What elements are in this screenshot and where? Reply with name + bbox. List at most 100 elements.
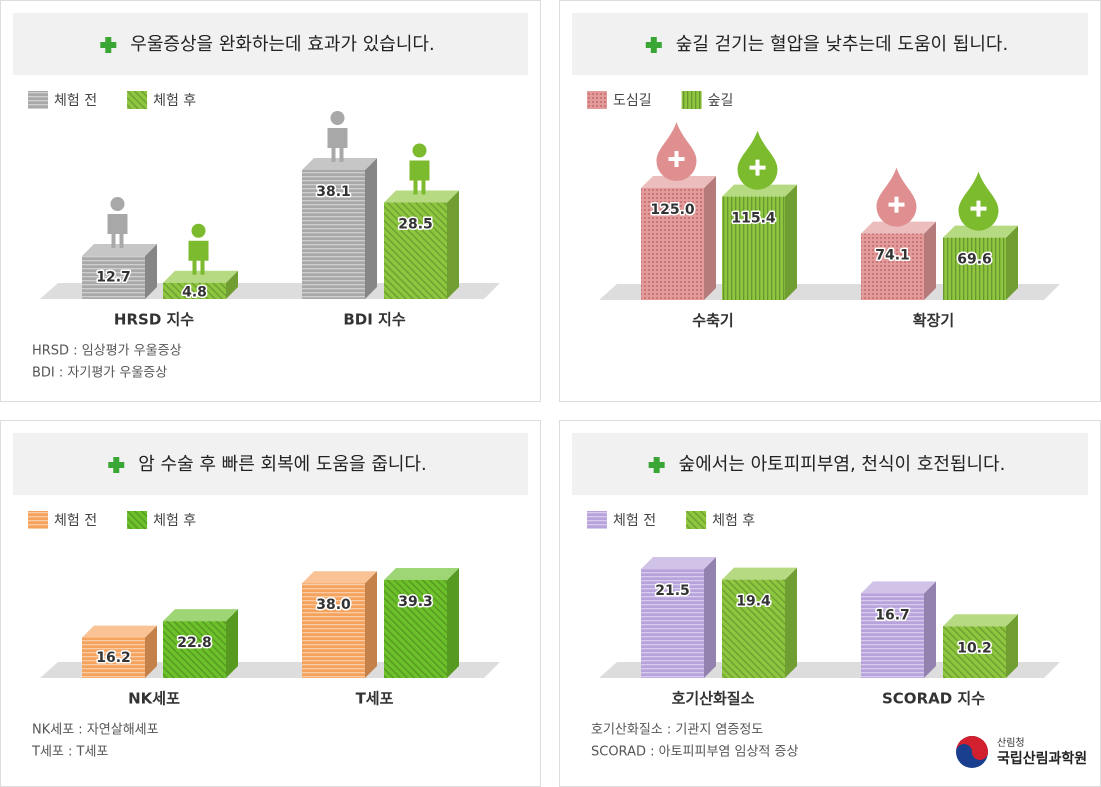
value-label: 16.2	[96, 650, 131, 666]
bar-side	[226, 270, 238, 299]
footnote: T세포 : T세포	[31, 745, 108, 760]
legend-label: 체험 후	[153, 513, 196, 529]
person-icon	[327, 128, 348, 162]
logo: 산림청 국립산림과학원	[956, 736, 1087, 768]
bar-pattern	[641, 188, 704, 300]
chart-panel: 우울증상을 완화하는데 효과가 있습니다. 체험 전 체험 후 HRSD 지수 BDI …	[0, 0, 541, 402]
bar-top	[722, 567, 797, 580]
title-plus	[648, 457, 665, 473]
drop-plus	[888, 196, 905, 213]
value-label: 22.8	[177, 635, 212, 651]
value-label: 39.3	[398, 594, 433, 610]
bar-top	[82, 625, 157, 638]
legend-swatch-pattern	[127, 511, 148, 529]
bar-side	[145, 625, 157, 678]
bar-side	[1006, 225, 1018, 300]
bar-top	[384, 190, 459, 203]
value-label: 115.4	[731, 211, 776, 227]
bar-side	[447, 568, 459, 678]
logo-ministry: 산림청	[997, 737, 1025, 749]
bar-top	[641, 557, 716, 569]
bar-pattern	[641, 569, 704, 678]
legend-label: 도심길	[613, 93, 652, 109]
bar-pattern	[943, 237, 1006, 300]
x-category-label: 수축기	[692, 312, 733, 330]
bar-top	[641, 176, 716, 188]
logo-institute: 국립산림과학원	[997, 750, 1087, 767]
person-icon	[409, 160, 430, 195]
drop-plus	[970, 200, 987, 217]
legend-label: 체험 후	[712, 513, 755, 529]
value-label: 21.5	[655, 583, 690, 599]
bar-pattern	[943, 626, 1006, 678]
value-label: 19.4	[736, 594, 771, 610]
bar-top	[163, 270, 238, 283]
bar-pattern	[861, 233, 924, 300]
footnote: 호기산화질소 : 기관지 염증정도	[591, 723, 763, 738]
x-category-label: NK세포	[128, 690, 180, 708]
value-label: 16.7	[875, 607, 910, 623]
bar-pattern	[384, 580, 447, 678]
title-box	[13, 13, 528, 75]
legend-swatch-pattern	[686, 511, 707, 529]
bar-side	[1006, 614, 1018, 678]
bar-top	[82, 244, 157, 256]
chart-title: 우울증상을 완화하는데 효과가 있습니다.	[130, 34, 434, 55]
drop-plus	[749, 159, 766, 176]
chart-title: 암 수술 후 빠른 회복에 도움을 줍니다.	[138, 454, 426, 475]
person-icon	[412, 143, 427, 158]
panel-border	[0, 0, 541, 402]
bar-top	[943, 614, 1018, 627]
bar-side	[365, 571, 377, 678]
bar-side	[785, 567, 797, 678]
bar-side	[447, 190, 459, 299]
legend-swatch-pattern	[681, 91, 702, 109]
bar-side	[924, 581, 936, 678]
value-label: 125.0	[650, 202, 695, 218]
bar-top	[163, 609, 238, 622]
legend-swatch-pattern	[587, 91, 607, 109]
footnote: SCORAD : 아토피피부염 임상적 증상	[591, 745, 798, 760]
legend-swatch-pattern	[28, 511, 48, 529]
bar-top	[861, 221, 936, 234]
value-label: 74.1	[875, 248, 910, 264]
bar-pattern	[302, 170, 365, 299]
x-category-label: 호기산화질소	[672, 690, 755, 708]
legend-label: 체험 전	[54, 513, 97, 529]
x-category-label: SCORAD 지수	[882, 690, 985, 708]
title-box	[13, 433, 528, 495]
x-category-label: BDI 지수	[343, 311, 405, 329]
person-icon	[188, 240, 209, 275]
legend-swatch-pattern	[28, 91, 48, 109]
bar-pattern	[722, 579, 785, 678]
bar-pattern	[384, 202, 447, 299]
footnote: NK세포 : 자연살해세포	[32, 723, 159, 738]
bar-top	[302, 571, 377, 584]
x-category-label: T세포	[356, 690, 394, 708]
legend-label: 숲길	[708, 93, 734, 109]
footnote: HRSD : 임상평가 우울증상	[32, 344, 182, 359]
legend-swatch-pattern	[127, 91, 148, 109]
chart-panel: 암 수술 후 빠른 회복에 도움을 줍니다. 체험 전 체험 후 NK세포 T세포 16.…	[0, 420, 541, 787]
bar-side	[226, 609, 238, 678]
bar-top	[722, 184, 797, 197]
person-icon	[107, 214, 128, 248]
bar-pattern	[82, 637, 145, 678]
bar-pattern	[163, 282, 226, 299]
bar-pattern	[302, 583, 365, 678]
value-label: 12.7	[96, 270, 131, 286]
person-icon	[330, 111, 345, 125]
person-icon	[110, 197, 125, 211]
value-label: 10.2	[957, 640, 992, 656]
value-label: 4.8	[182, 285, 207, 301]
footnote: BDI : 자기평가 우울증상	[32, 366, 167, 381]
x-category-label: 확장기	[913, 312, 954, 330]
value-label: 38.0	[316, 597, 351, 613]
chart-title: 숲길 걷기는 혈압을 낮추는데 도움이 됩니다.	[676, 34, 1008, 55]
value-label: 69.6	[957, 252, 992, 268]
legend-label: 체험 전	[54, 93, 97, 109]
bar-side	[704, 176, 716, 300]
